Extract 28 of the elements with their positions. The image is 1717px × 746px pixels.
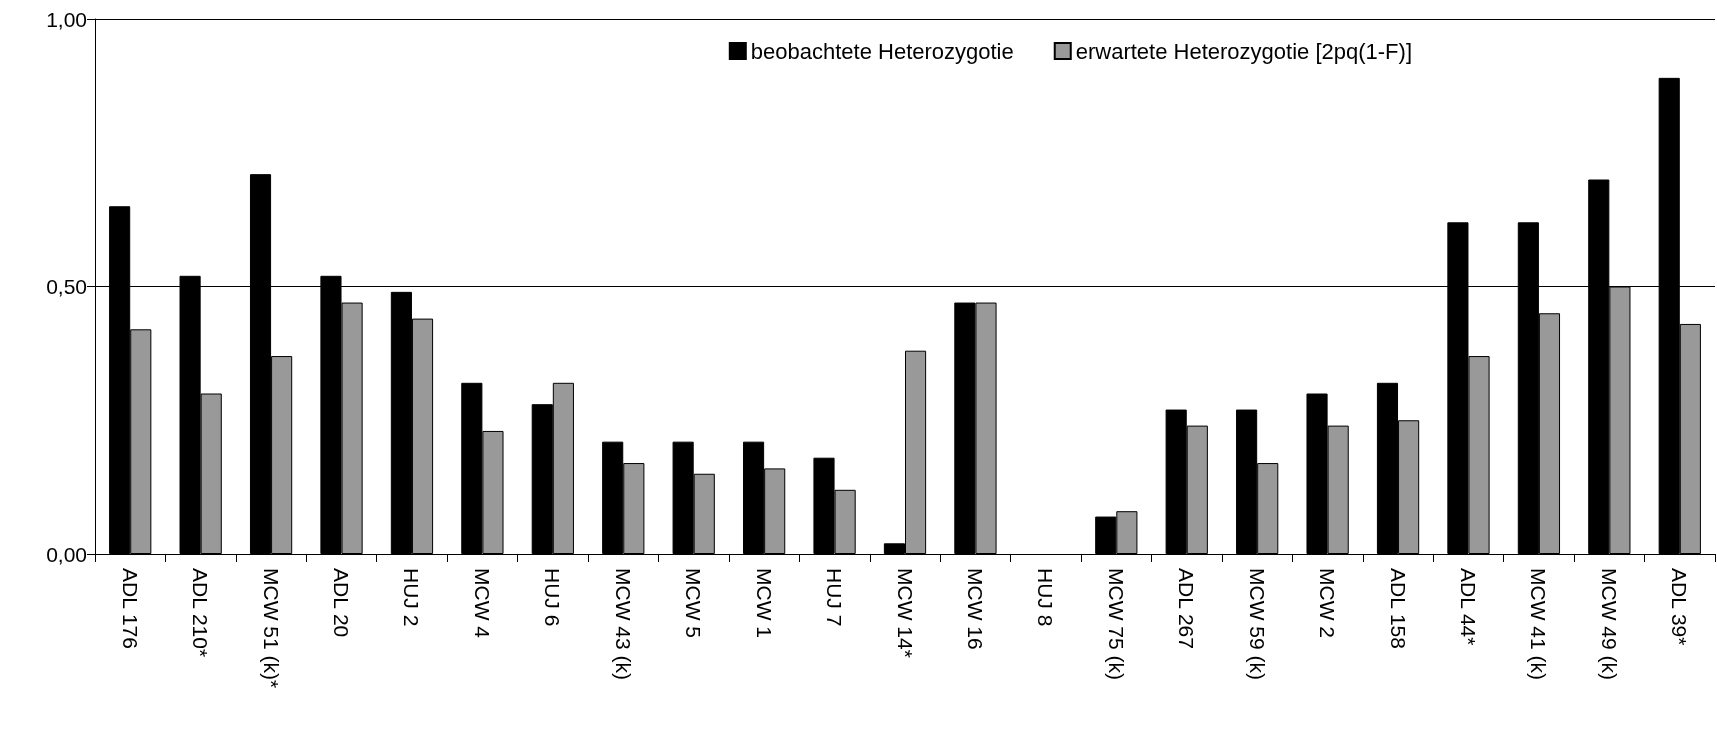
x-tick-label: ADL 158 [1386,568,1410,649]
x-tick-label: MCW 43 (k) [611,568,635,680]
x-tick-label: HUJ 7 [823,568,847,627]
x-tick-label: MCW 75 (k) [1104,568,1128,680]
x-tick-label: MCW 49 (k) [1597,568,1621,680]
y-tick-label: 1,00 [46,7,87,31]
x-tick-label: MCW 5 [682,568,706,638]
x-tick-label: HUJ 6 [541,568,565,627]
x-tick-label: HUJ 8 [1034,568,1058,627]
y-tick-label: 0,50 [46,275,87,298]
x-tick-label: ADL 176 [118,568,142,649]
x-tick-label: ADL 267 [1175,568,1199,649]
x-tick-label: MCW 2 [1316,568,1340,638]
x-tick-label: MCW 14* [893,568,917,658]
x-tick-label: MCW 16 [963,568,987,650]
x-tick-label: ADL 20 [330,568,354,638]
x-tick-label: HUJ 2 [400,568,424,627]
legend-label: beobachtete Heterozygotie [750,38,1014,64]
x-tick-label: MCW 41 (k) [1527,568,1551,680]
x-tick-label: MCW 1 [752,568,776,638]
x-tick-label: ADL 210* [189,568,213,658]
x-tick-label: MCW 51 (k)* [259,568,283,689]
x-tick-label: ADL 39* [1668,568,1692,646]
x-tick-label: ADL 44* [1456,568,1480,646]
legend-label: erwartete Heterozygotie [2pq(1-F)] [1075,38,1413,64]
y-tick-label: 0,00 [46,542,87,566]
x-tick-label: MCW 4 [470,568,494,639]
x-tick-label: MCW 59 (k) [1245,568,1269,680]
